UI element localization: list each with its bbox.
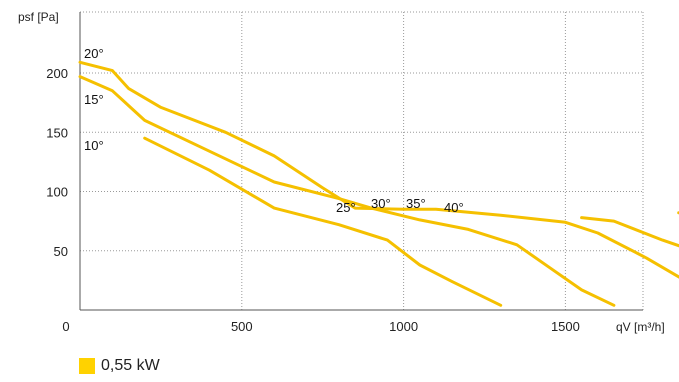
series-line: [78, 75, 616, 307]
curve-label: 40°: [444, 200, 464, 215]
legend-swatch: [79, 358, 95, 374]
x-tick-label: 0: [62, 319, 69, 334]
curve-label: 35°: [406, 196, 426, 211]
y-tick-label: 200: [46, 66, 68, 81]
y-axis-title: psf [Pa]: [18, 10, 59, 24]
x-tick-label: 500: [231, 319, 253, 334]
series-line: [78, 60, 679, 279]
curve-label: 10°: [84, 138, 104, 153]
grid: [80, 11, 644, 310]
legend-label: 0,55 kW: [101, 357, 160, 374]
x-axis-title: qV [m³/h]: [616, 320, 665, 334]
series-group: [78, 60, 679, 307]
series-line: [143, 136, 503, 307]
curve-label: 25°: [336, 200, 356, 215]
y-tick-label: 50: [54, 244, 68, 259]
curve-label: 15°: [84, 92, 104, 107]
curve-label: 20°: [84, 46, 104, 61]
series-line: [580, 216, 679, 248]
legend: 0,55 kW: [79, 356, 160, 376]
axes: [79, 12, 643, 311]
tick-labels: 05001000150020002500300050100150200: [46, 66, 580, 334]
x-tick-label: 1000: [389, 319, 418, 334]
x-tick-label: 1500: [551, 319, 580, 334]
y-tick-label: 150: [46, 125, 68, 140]
curve-label: 30°: [371, 196, 391, 211]
y-tick-label: 100: [46, 185, 68, 200]
curve-labels: 10° 15° 20° 25° 30° 35° 40°: [84, 46, 464, 215]
